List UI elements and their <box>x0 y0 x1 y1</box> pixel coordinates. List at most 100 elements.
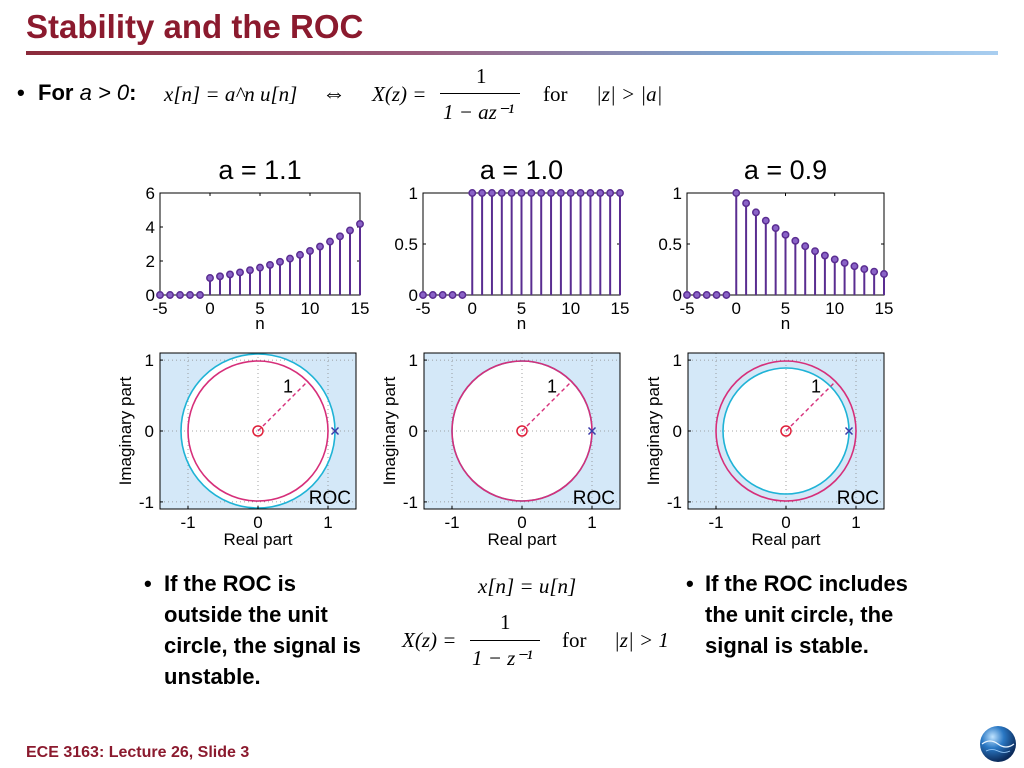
radius-label: 1 <box>283 377 293 397</box>
x-tick-label: -1 <box>708 513 723 532</box>
x-tick-label: 5 <box>517 299 526 318</box>
x-tick-label: 0 <box>205 299 214 318</box>
stem-marker <box>820 251 829 260</box>
left-bullet-text: If the ROC is outside the unit circle, t… <box>164 571 361 689</box>
roc-label: ROC <box>309 488 351 509</box>
pz-ylabel: Imaginary part <box>116 376 135 485</box>
stem-marker <box>791 236 800 245</box>
middle-transform-denominator: 1 − z⁻¹ <box>472 646 533 670</box>
stem-marker <box>761 216 770 225</box>
stem-marker <box>732 189 741 197</box>
stem-marker <box>316 242 324 251</box>
intro-condition-rest: > 0 <box>91 80 130 105</box>
unit-circle <box>715 360 857 502</box>
radius-label: 1 <box>811 377 821 397</box>
stem-marker <box>488 189 496 197</box>
y-tick-label: 4 <box>146 218 155 237</box>
y-tick-label: -1 <box>403 493 418 512</box>
pz-xlabel: Real part <box>752 530 821 549</box>
intro-signal-equation: x[n] = a^n u[n] <box>164 82 298 106</box>
x-tick-label: -5 <box>679 299 694 318</box>
stem-marker <box>860 265 869 274</box>
radius-dashed-line <box>257 381 308 432</box>
x-tick-label: -5 <box>415 299 430 318</box>
y-tick-label: 1 <box>673 351 682 370</box>
y-tick-label: 2 <box>146 252 155 271</box>
pz-ylabel: Imaginary part <box>380 376 399 485</box>
stem-marker <box>596 189 605 197</box>
stem-marker <box>537 189 546 197</box>
stem-plot-title: a = 1.0 <box>480 155 563 185</box>
x-tick-label: 0 <box>517 513 526 532</box>
stem-plot-title: a = 0.9 <box>744 155 827 185</box>
intro-bullet: • <box>17 80 25 105</box>
slide-footer: ECE 3163: Lecture 26, Slide 3 <box>26 744 250 761</box>
stem-marker <box>752 208 760 217</box>
intro-for-label: For <box>38 80 74 105</box>
stem-marker <box>438 291 447 299</box>
x-tick-label: 0 <box>732 299 741 318</box>
stem-marker <box>266 260 274 269</box>
stem-marker <box>276 257 284 266</box>
stem-marker <box>712 291 721 299</box>
roc-label: ROC <box>837 488 879 509</box>
stem-marker <box>840 259 849 267</box>
y-tick-label: 0 <box>409 286 418 305</box>
y-tick-label: 0 <box>145 422 154 441</box>
stem-plot-title: a = 1.1 <box>218 155 301 185</box>
stem-marker <box>256 263 264 272</box>
intro-transform-numerator: 1 <box>476 64 487 88</box>
stem-marker <box>576 189 585 197</box>
iff-symbol: ⇔ <box>322 81 346 107</box>
stem-marker <box>781 230 790 239</box>
middle-roc-condition: |z| > 1 <box>614 628 669 652</box>
stem-marker <box>186 291 194 299</box>
intro-for-word: for <box>543 82 568 106</box>
stem-plot-xlabel: n <box>255 314 264 333</box>
left-bullet-dot: • <box>144 571 152 596</box>
stem-plot-xlabel: n <box>517 314 526 333</box>
stem-marker <box>507 189 516 197</box>
pz-ylabel: Imaginary part <box>644 376 663 485</box>
stem-marker <box>336 232 344 241</box>
stem-marker <box>870 267 879 276</box>
stem-marker <box>478 189 487 197</box>
x-tick-label: 5 <box>255 299 264 318</box>
stem-marker <box>801 242 810 251</box>
title-underline <box>26 51 998 55</box>
x-tick-label: 5 <box>781 299 790 318</box>
stem-marker <box>448 291 457 299</box>
stem-marker <box>606 189 615 197</box>
x-tick-label: -1 <box>180 513 195 532</box>
stem-marker <box>296 250 304 259</box>
stem-marker <box>286 254 294 263</box>
x-tick-label: 0 <box>468 299 477 318</box>
x-tick-label: 15 <box>875 299 894 318</box>
stem-marker <box>586 189 595 197</box>
unit-circle <box>187 360 329 502</box>
stem-marker <box>742 199 751 208</box>
stem-marker <box>206 274 214 282</box>
middle-for-word: for <box>562 628 587 652</box>
x-tick-label: -1 <box>444 513 459 532</box>
x-tick-label: 0 <box>253 513 262 532</box>
stem-marker <box>176 291 184 299</box>
stem-plot-xlabel: n <box>781 314 790 333</box>
x-tick-label: 10 <box>825 299 844 318</box>
middle-transform-numerator: 1 <box>500 610 511 634</box>
stem-marker <box>428 291 437 299</box>
y-tick-label: 1 <box>409 351 418 370</box>
middle-signal-equation: x[n] = u[n] <box>478 574 577 598</box>
x-tick-label: 0 <box>781 513 790 532</box>
globe-logo-icon <box>980 726 1016 762</box>
intro-roc-condition: |z| > |a| <box>596 82 663 106</box>
pz-xlabel: Real part <box>224 530 293 549</box>
radius-dashed-line <box>785 381 836 432</box>
stem-marker <box>702 291 711 299</box>
y-tick-label: 0 <box>146 286 155 305</box>
x-tick-label: 1 <box>587 513 596 532</box>
radius-label: 1 <box>547 377 557 397</box>
y-tick-label: -1 <box>667 493 682 512</box>
pole-marker <box>587 426 597 436</box>
